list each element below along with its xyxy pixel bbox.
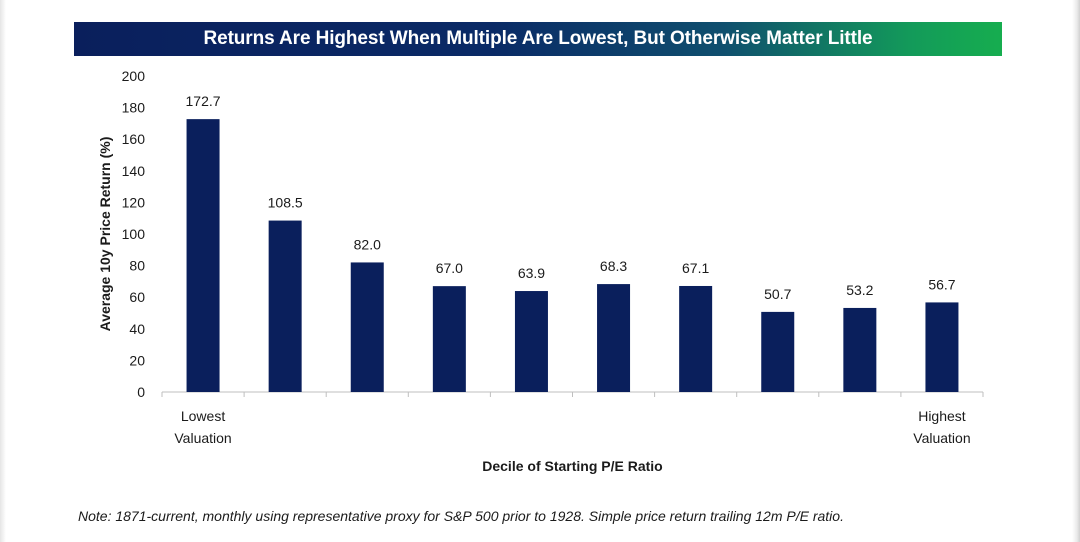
x-tick-label: Lowest [181,408,225,424]
bar [843,307,877,392]
x-tick-label: Valuation [913,430,970,446]
y-tick-label: 160 [122,131,146,147]
x-tick-label: Valuation [174,430,231,446]
bar [268,220,302,392]
data-label: 108.5 [268,195,303,211]
chart-title-bar: Returns Are Highest When Multiple Are Lo… [74,22,1002,56]
data-label: 67.1 [682,260,709,276]
data-label: 63.9 [518,265,545,281]
y-tick-label: 80 [129,258,145,274]
y-tick-label: 60 [129,289,145,305]
x-axis-label: Decile of Starting P/E Ratio [482,458,662,474]
y-tick-label: 40 [129,321,145,337]
bar [514,291,548,392]
y-tick-label: 20 [129,352,145,368]
data-label: 172.7 [186,93,221,109]
data-label: 67.0 [436,260,463,276]
data-label: 68.3 [600,258,627,274]
bar [597,284,631,392]
x-tick-label: Highest [918,408,966,424]
y-axis-ticks: 0 20 40 60 80 100 120 140 160 180 200 [122,68,146,400]
footnote: Note: 1871-current, monthly using repres… [78,508,844,524]
y-axis-label: Average 10y Price Return (%) [97,137,113,332]
left-edge-shadow [0,0,6,542]
data-label: 82.0 [354,236,381,252]
bar [186,119,220,392]
bar [925,302,959,392]
data-label: 50.7 [764,286,791,302]
bar [679,285,713,392]
bar-series [186,119,959,392]
y-tick-label: 120 [122,194,146,210]
data-label: 53.2 [846,282,873,298]
y-tick-label: 200 [122,68,146,84]
y-tick-label: 100 [122,226,146,242]
x-axis-ticks: Lowest Valuation Highest Valuation [174,408,970,446]
bar [432,286,466,392]
bar [761,311,795,392]
chart-title: Returns Are Highest When Multiple Are Lo… [203,28,873,49]
y-tick-label: 180 [122,100,146,116]
right-edge-shadow [1072,0,1080,542]
y-tick-label: 140 [122,163,146,179]
chart-axes [161,391,984,397]
data-labels: 172.7 108.5 82.0 67.0 63.9 68.3 67.1 50.7 53.2 56… [186,93,956,302]
bar [350,262,384,392]
y-tick-label: 0 [137,384,145,400]
data-label: 56.7 [928,276,955,292]
